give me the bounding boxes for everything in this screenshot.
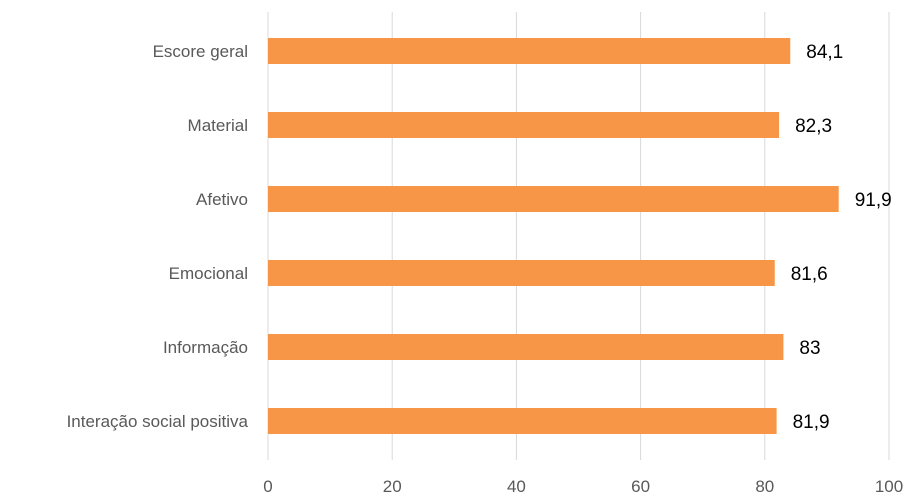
x-tick-label-20: 20 [383,477,402,496]
x-axis-tick-labels: 0 20 40 60 80 100 [263,477,903,496]
category-label-material: Material [188,116,248,135]
category-label-informacao: Informação [163,338,248,357]
category-label-emocional: Emocional [169,264,248,283]
category-label-interacao-social-positiva: Interação social positiva [67,412,249,431]
bars [268,38,839,434]
x-tick-label-40: 40 [507,477,526,496]
data-labels: 84,1 82,3 91,9 81,6 83 81,9 [791,42,892,433]
data-label-material: 82,3 [795,116,832,137]
data-label-afetivo: 91,9 [855,190,892,211]
bar-informacao [268,334,784,360]
x-tick-label-100: 100 [875,477,903,496]
data-label-informacao: 83 [799,338,820,359]
x-tick-label-60: 60 [631,477,650,496]
grid-lines [267,12,890,460]
bar-interacao-social-positiva [268,408,777,434]
bar-emocional [268,260,775,286]
category-labels: Escore geral Material Afetivo Emocional Info… [67,42,249,431]
x-tick-label-80: 80 [755,477,774,496]
x-tick-label-0: 0 [263,477,272,496]
category-label-afetivo: Afetivo [196,190,248,209]
data-label-emocional: 81,6 [791,264,828,285]
data-label-interacao-social-positiva: 81,9 [793,412,830,433]
bar-material [268,112,780,138]
bar-afetivo [268,186,839,212]
bar-escore-geral [268,38,791,64]
data-label-escore-geral: 84,1 [806,42,843,63]
category-label-escore-geral: Escore geral [153,42,248,61]
